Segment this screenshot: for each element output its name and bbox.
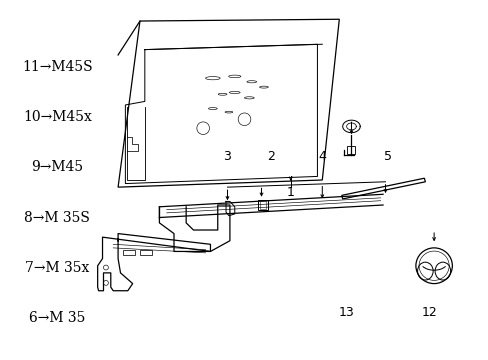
Text: 11→M45S: 11→M45S bbox=[22, 60, 92, 75]
Text: 9→M45: 9→M45 bbox=[31, 161, 83, 175]
Text: 12: 12 bbox=[421, 306, 436, 319]
Text: 3: 3 bbox=[223, 150, 231, 163]
Text: 2: 2 bbox=[267, 150, 275, 163]
Bar bbox=[258, 200, 267, 210]
Bar bbox=[259, 201, 266, 208]
Text: 6→M 35: 6→M 35 bbox=[29, 311, 85, 324]
Text: 4: 4 bbox=[318, 150, 325, 163]
Bar bbox=[122, 249, 135, 255]
Bar bbox=[346, 146, 355, 154]
Text: 13: 13 bbox=[338, 306, 354, 319]
Text: 10→M45x: 10→M45x bbox=[23, 111, 92, 125]
Text: 1: 1 bbox=[286, 186, 294, 199]
Text: 8→M 35S: 8→M 35S bbox=[24, 211, 90, 225]
Bar bbox=[140, 249, 152, 255]
Text: 5: 5 bbox=[383, 150, 391, 163]
Text: 7→M 35x: 7→M 35x bbox=[25, 261, 89, 275]
